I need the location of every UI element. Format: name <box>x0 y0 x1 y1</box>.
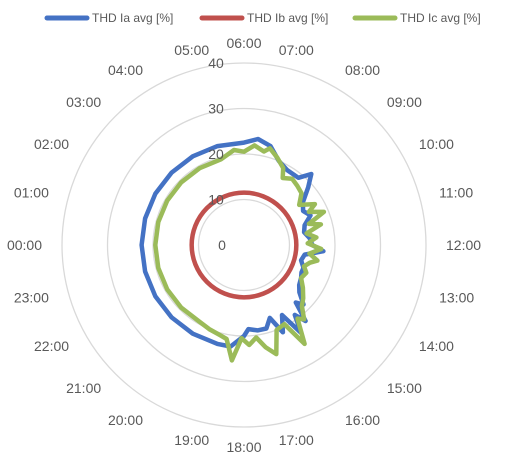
series-line-1 <box>139 136 326 349</box>
category-label: 18:00 <box>226 439 261 455</box>
legend: THD Ia avg [%] THD Ib avg [%] THD Ic avg [… <box>44 11 481 25</box>
category-label: 00:00 <box>7 237 42 253</box>
category-label: 07:00 <box>279 42 314 58</box>
grid-group <box>61 62 427 428</box>
category-label: 05:00 <box>174 42 209 58</box>
radial-tick-label: 10 <box>208 192 224 208</box>
category-label: 12:00 <box>446 237 481 253</box>
category-label: 11:00 <box>439 185 473 201</box>
category-label: 13:00 <box>439 289 474 305</box>
category-labels: 00:00 01:00 02:00 03:00 04:00 05:00 06:00 07:00… <box>7 35 481 455</box>
grid-ring <box>106 107 382 383</box>
category-label: 15:00 <box>387 380 422 396</box>
category-label: 10:00 <box>419 136 454 152</box>
category-label: 08:00 <box>345 62 380 78</box>
grid-ring <box>197 198 291 292</box>
radial-tick-labels: 0 10 20 30 40 <box>208 55 226 253</box>
radial-tick-label: 0 <box>218 237 226 253</box>
category-label: 16:00 <box>345 412 380 428</box>
category-label: 23:00 <box>14 289 49 305</box>
legend-label: THD Ib avg [%] <box>247 11 328 25</box>
legend-label: THD Ic avg [%] <box>400 11 481 25</box>
series-line-3 <box>153 143 327 363</box>
series-line-2 <box>189 190 299 300</box>
series-group <box>139 136 327 363</box>
category-label: 21:00 <box>66 380 101 396</box>
category-label: 04:00 <box>108 62 143 78</box>
category-label: 01:00 <box>14 185 49 201</box>
category-label: 02:00 <box>34 136 69 152</box>
category-label: 17:00 <box>279 432 314 448</box>
grid-ring <box>61 62 427 428</box>
radial-tick-label: 40 <box>208 55 224 71</box>
radial-tick-label: 30 <box>208 101 224 117</box>
legend-label: THD Ia avg [%] <box>92 11 173 25</box>
category-label: 22:00 <box>34 338 69 354</box>
radial-tick-label: 20 <box>208 146 224 162</box>
category-label: 06:00 <box>226 35 261 51</box>
category-label: 20:00 <box>108 412 143 428</box>
category-label: 14:00 <box>419 338 454 354</box>
category-label: 09:00 <box>387 94 422 110</box>
category-label: 03:00 <box>66 94 101 110</box>
category-label: 19:00 <box>174 432 209 448</box>
